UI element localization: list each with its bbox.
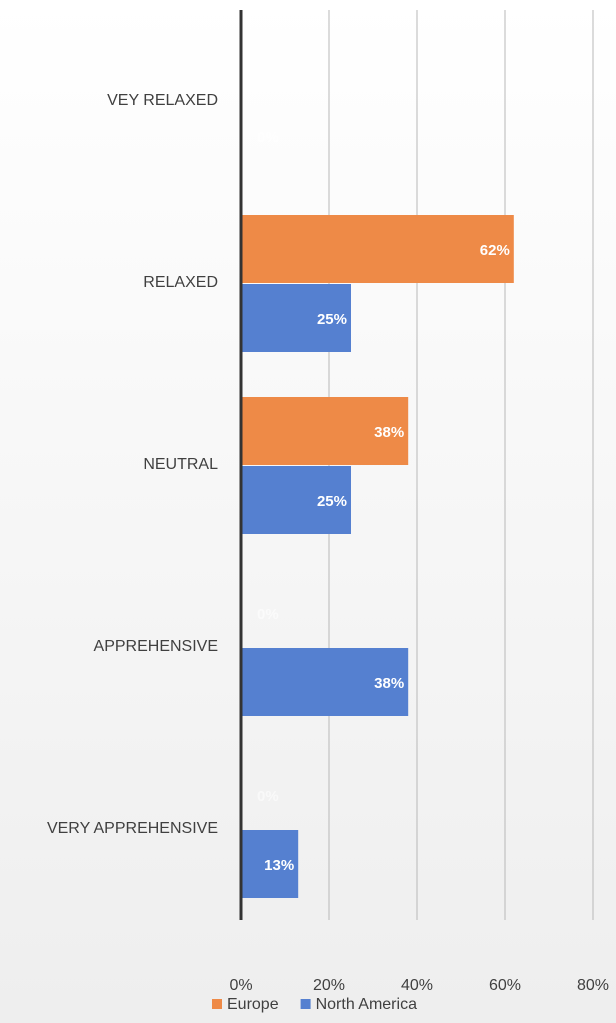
legend-label: Europe: [227, 996, 279, 1013]
data-label: 25%: [317, 311, 347, 328]
x-tick-label: 40%: [401, 977, 433, 994]
legend-swatch: [212, 999, 222, 1009]
data-label: 62%: [480, 242, 510, 259]
data-label: 38%: [374, 675, 404, 692]
data-label: 25%: [317, 493, 347, 510]
x-tick-label: 0%: [229, 977, 252, 994]
legend-swatch: [300, 999, 311, 1009]
category-label: RELAXED: [143, 274, 218, 291]
x-tick-label: 60%: [489, 977, 521, 994]
category-label: VEY RELAXED: [107, 92, 218, 109]
bar: [241, 648, 409, 716]
data-label: 0%: [257, 129, 279, 146]
data-label: 0%: [257, 788, 279, 805]
data-label: 0%: [257, 606, 279, 623]
bar: [241, 466, 351, 534]
category-label: APPREHENSIVE: [94, 638, 218, 655]
category-label: NEUTRAL: [143, 456, 218, 473]
x-tick-label: 80%: [577, 977, 609, 994]
bar: [241, 215, 514, 283]
data-label: 38%: [374, 424, 404, 441]
bar: [241, 284, 351, 352]
data-label: 0%: [257, 60, 279, 77]
legend-label: North America: [316, 996, 417, 1013]
data-label: 13%: [264, 857, 294, 874]
bar: [241, 830, 299, 898]
bar: [241, 397, 409, 465]
category-label: VERY APPREHENSIVE: [47, 820, 218, 837]
x-tick-label: 20%: [313, 977, 345, 994]
